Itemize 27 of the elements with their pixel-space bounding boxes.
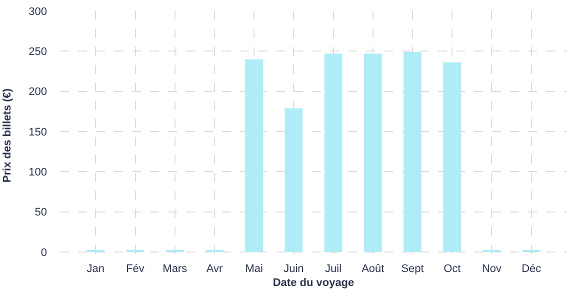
bar xyxy=(404,52,422,252)
y-tick-label: 150 xyxy=(28,126,47,138)
y-tick-label: 300 xyxy=(28,6,47,18)
y-tick-label: 200 xyxy=(28,86,47,98)
bar xyxy=(364,54,382,252)
x-tick-label: Août xyxy=(362,263,384,275)
bar xyxy=(443,62,462,252)
x-tick-label: Déc xyxy=(522,263,542,275)
x-tick-label: Juil xyxy=(325,263,342,275)
y-tick-label: 250 xyxy=(28,46,47,58)
bar xyxy=(245,59,263,252)
x-tick-label: Nov xyxy=(482,263,502,275)
x-axis-title: Date du voyage xyxy=(272,277,354,290)
y-tick-label: 50 xyxy=(34,206,47,219)
x-tick-label: Avr xyxy=(206,263,223,275)
x-tick-label: Mars xyxy=(162,263,188,275)
y-tick-label: 100 xyxy=(28,166,47,178)
x-tick-label: Mai xyxy=(245,263,263,275)
bar xyxy=(284,108,303,252)
x-tick-label: Jan xyxy=(86,263,105,275)
x-tick-label: Oct xyxy=(444,263,461,275)
y-tick-label: 0 xyxy=(40,246,47,259)
x-tick-label: Fév xyxy=(126,263,145,275)
x-tick-label: Sept xyxy=(401,263,424,275)
y-axis-title: Prix des billets (€) xyxy=(1,88,14,183)
x-tick-label: Juin xyxy=(284,263,304,275)
bar xyxy=(324,54,342,252)
